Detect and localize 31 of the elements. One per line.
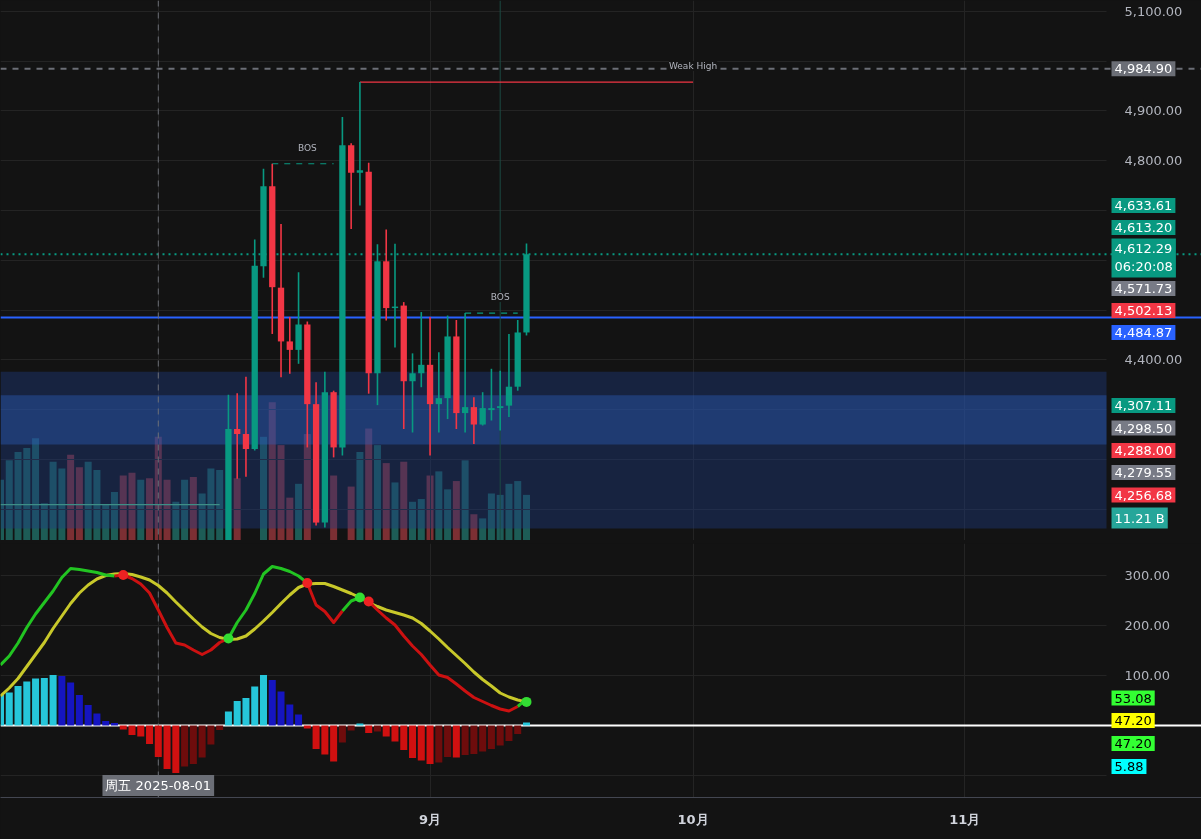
annotation: Weak High: [668, 61, 718, 72]
annotation: BOS: [490, 292, 510, 303]
y-tick-label: 300.00: [1124, 568, 1170, 583]
y-tick-label: 100.00: [1124, 668, 1170, 683]
annotation: 47.20: [1114, 713, 1152, 728]
annotation: BOS: [297, 142, 318, 153]
annotation: 47.20: [1114, 736, 1152, 751]
annotation: 4,298.50: [1114, 420, 1173, 436]
annotation: 4,613.20: [1114, 219, 1173, 235]
annotation: 4,256.68: [1114, 487, 1173, 503]
y-tick-label: 200.00: [1124, 618, 1170, 633]
ref-line-label: 4,612.29 06:20:08: [1114, 241, 1173, 275]
x-tick-label: 9月: [419, 811, 442, 827]
y-tick-label: 4,400.00: [1124, 352, 1183, 368]
annotation: 4,307.11: [1114, 398, 1173, 413]
y-tick-label: 4,900.00: [1124, 103, 1183, 119]
ref-line-label: 4,484.87: [1114, 324, 1173, 340]
annotation: 11.21 B: [1114, 510, 1165, 526]
y-tick-label: 5,100.00: [1124, 3, 1183, 19]
annotation: 53.08: [1114, 690, 1152, 706]
x-tick-label: 10月: [677, 811, 709, 827]
annotation: 5.88: [1114, 759, 1144, 774]
annotation: 4,633.61: [1114, 197, 1173, 213]
ref-line-label: 周五 2025-08-01: [105, 778, 212, 793]
x-tick-label: 11月: [949, 811, 981, 827]
y-tick-label: 4,800.00: [1124, 153, 1183, 169]
annotation: 4,288.00: [1114, 443, 1173, 458]
ref-line-label: 4,984.90: [1114, 61, 1173, 77]
annotation: 4,502.13: [1114, 302, 1173, 318]
annotation: 4,279.55: [1114, 465, 1173, 480]
annotation: 4,571.73: [1114, 280, 1173, 296]
